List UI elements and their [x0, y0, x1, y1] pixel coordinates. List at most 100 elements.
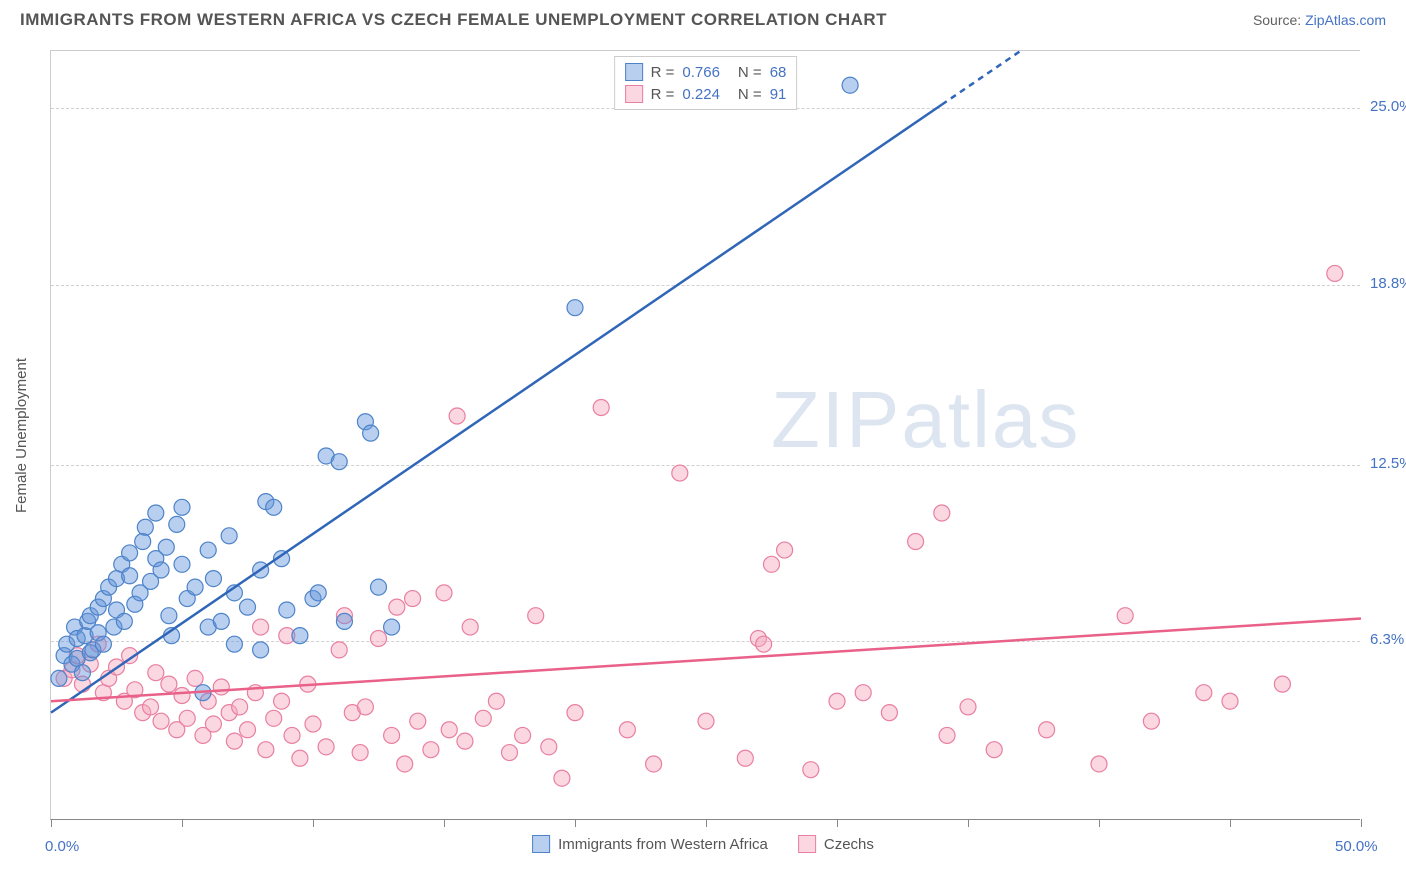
data-point — [148, 665, 164, 681]
data-point — [371, 630, 387, 646]
regression-line — [51, 619, 1361, 702]
data-point — [1327, 265, 1343, 281]
data-point — [756, 636, 772, 652]
data-point — [672, 465, 688, 481]
data-point — [554, 770, 570, 786]
data-point — [116, 613, 132, 629]
x-tick — [1230, 819, 1231, 827]
data-point — [169, 516, 185, 532]
data-point — [1274, 676, 1290, 692]
legend-item-series-2: Czechs — [798, 835, 874, 853]
data-point — [567, 300, 583, 316]
data-point — [122, 568, 138, 584]
data-point — [74, 665, 90, 681]
data-point — [441, 722, 457, 738]
data-point — [1117, 608, 1133, 624]
data-point — [352, 745, 368, 761]
legend-swatch-series-1 — [625, 63, 643, 81]
data-point — [939, 727, 955, 743]
data-point — [153, 713, 169, 729]
data-point — [258, 742, 274, 758]
data-point — [1222, 693, 1238, 709]
y-tick-label: 6.3% — [1370, 631, 1404, 648]
data-point — [646, 756, 662, 772]
regression-line — [51, 105, 942, 713]
data-point — [226, 733, 242, 749]
data-point — [161, 608, 177, 624]
data-point — [1143, 713, 1159, 729]
data-point — [960, 699, 976, 715]
data-point — [436, 585, 452, 601]
data-point — [405, 591, 421, 607]
data-point — [153, 562, 169, 578]
data-point — [266, 710, 282, 726]
data-point — [305, 716, 321, 732]
data-point — [174, 499, 190, 515]
data-point — [274, 693, 290, 709]
data-point — [515, 727, 531, 743]
data-point — [232, 699, 248, 715]
legend-item-series-1: Immigrants from Western Africa — [532, 835, 768, 853]
data-point — [829, 693, 845, 709]
data-point — [528, 608, 544, 624]
data-point — [174, 688, 190, 704]
y-axis-label: Female Unemployment — [14, 357, 31, 512]
x-tick — [1099, 819, 1100, 827]
legend-swatch-bottom-1 — [532, 835, 550, 853]
scatter-plot-svg — [51, 51, 1360, 819]
data-point — [205, 716, 221, 732]
data-point — [158, 539, 174, 555]
data-point — [908, 534, 924, 550]
n-value-2: 91 — [770, 86, 787, 103]
data-point — [187, 579, 203, 595]
x-tick — [313, 819, 314, 827]
data-point — [143, 699, 159, 715]
data-point — [986, 742, 1002, 758]
y-axis-label-container: Female Unemployment — [12, 50, 32, 820]
x-tick — [837, 819, 838, 827]
data-point — [410, 713, 426, 729]
data-point — [384, 619, 400, 635]
x-tick — [575, 819, 576, 827]
data-point — [51, 670, 67, 686]
chart-plot-area: ZIPatlas R = 0.766 N = 68 R = 0.224 N = … — [50, 50, 1360, 820]
data-point — [488, 693, 504, 709]
data-point — [292, 628, 308, 644]
data-point — [842, 77, 858, 93]
data-point — [764, 556, 780, 572]
data-point — [462, 619, 478, 635]
data-point — [135, 534, 151, 550]
data-point — [122, 545, 138, 561]
source-attribution: Source: ZipAtlas.com — [1253, 12, 1386, 28]
data-point — [389, 599, 405, 615]
data-point — [619, 722, 635, 738]
data-point — [253, 642, 269, 658]
x-tick — [706, 819, 707, 827]
data-point — [475, 710, 491, 726]
data-point — [284, 727, 300, 743]
legend-label-2: Czechs — [824, 836, 874, 853]
data-point — [567, 705, 583, 721]
data-point — [187, 670, 203, 686]
x-tick — [968, 819, 969, 827]
data-point — [161, 676, 177, 692]
header: IMMIGRANTS FROM WESTERN AFRICA VS CZECH … — [0, 0, 1406, 35]
data-point — [179, 710, 195, 726]
x-tick-label: 0.0% — [45, 838, 79, 855]
legend-label-1: Immigrants from Western Africa — [558, 836, 768, 853]
data-point — [881, 705, 897, 721]
data-point — [148, 505, 164, 521]
data-point — [331, 642, 347, 658]
x-tick — [51, 819, 52, 827]
data-point — [384, 727, 400, 743]
data-point — [371, 579, 387, 595]
data-point — [777, 542, 793, 558]
data-point — [331, 454, 347, 470]
legend-stats-row-1: R = 0.766 N = 68 — [625, 61, 787, 83]
data-point — [698, 713, 714, 729]
x-tick — [444, 819, 445, 827]
data-point — [200, 542, 216, 558]
data-point — [737, 750, 753, 766]
source-link[interactable]: ZipAtlas.com — [1305, 12, 1386, 28]
data-point — [318, 739, 334, 755]
